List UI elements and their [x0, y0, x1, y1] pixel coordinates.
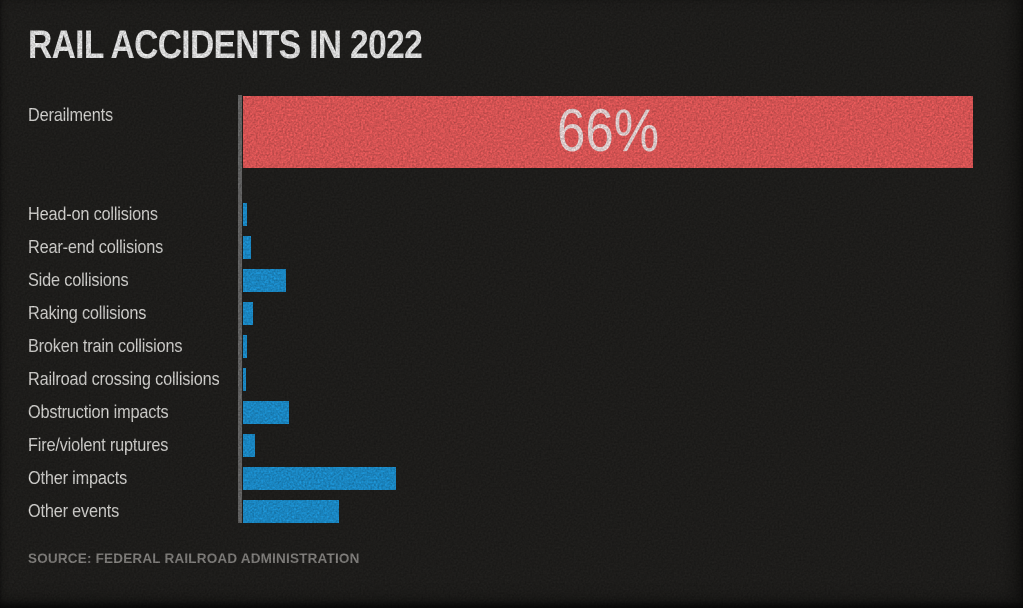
- bar-obstruction-impacts: [243, 401, 289, 424]
- category-label-rear-end-collisions: Rear-end collisions: [28, 236, 164, 257]
- bar-raking-collisions: [243, 302, 253, 325]
- bar-fire-violent-ruptures: [243, 434, 255, 457]
- source-note: SOURCE: FEDERAL RAILROAD ADMINISTRATION: [28, 551, 360, 566]
- category-label-raking-collisions: Raking collisions: [28, 302, 147, 323]
- bar-other-events: [243, 500, 339, 523]
- category-label-fire-violent-ruptures: Fire/violent ruptures: [28, 434, 169, 455]
- category-label-obstruction-impacts: Obstruction impacts: [28, 401, 169, 422]
- category-label-railroad-crossing-collisions: Railroad crossing collisions: [28, 368, 220, 389]
- category-label-derailments: Derailments: [28, 104, 113, 125]
- bar-other-impacts: [243, 467, 396, 490]
- bar-head-on-collisions: [243, 203, 247, 226]
- category-label-broken-train-collisions: Broken train collisions: [28, 335, 183, 356]
- bar-side-collisions: [243, 269, 286, 292]
- bar-value-label: 66%: [556, 96, 660, 164]
- category-label-other-events: Other events: [28, 500, 120, 521]
- category-label-other-impacts: Other impacts: [28, 467, 128, 488]
- y-axis-line: [238, 95, 242, 523]
- bar-railroad-crossing-collisions: [243, 368, 246, 391]
- category-label-head-on-collisions: Head-on collisions: [28, 203, 158, 224]
- bar-derailments: 66%: [243, 96, 973, 168]
- chart-title: RAIL ACCIDENTS IN 2022: [28, 23, 423, 67]
- bar-rear-end-collisions: [243, 236, 251, 259]
- bar-broken-train-collisions: [243, 335, 247, 358]
- category-label-side-collisions: Side collisions: [28, 269, 129, 290]
